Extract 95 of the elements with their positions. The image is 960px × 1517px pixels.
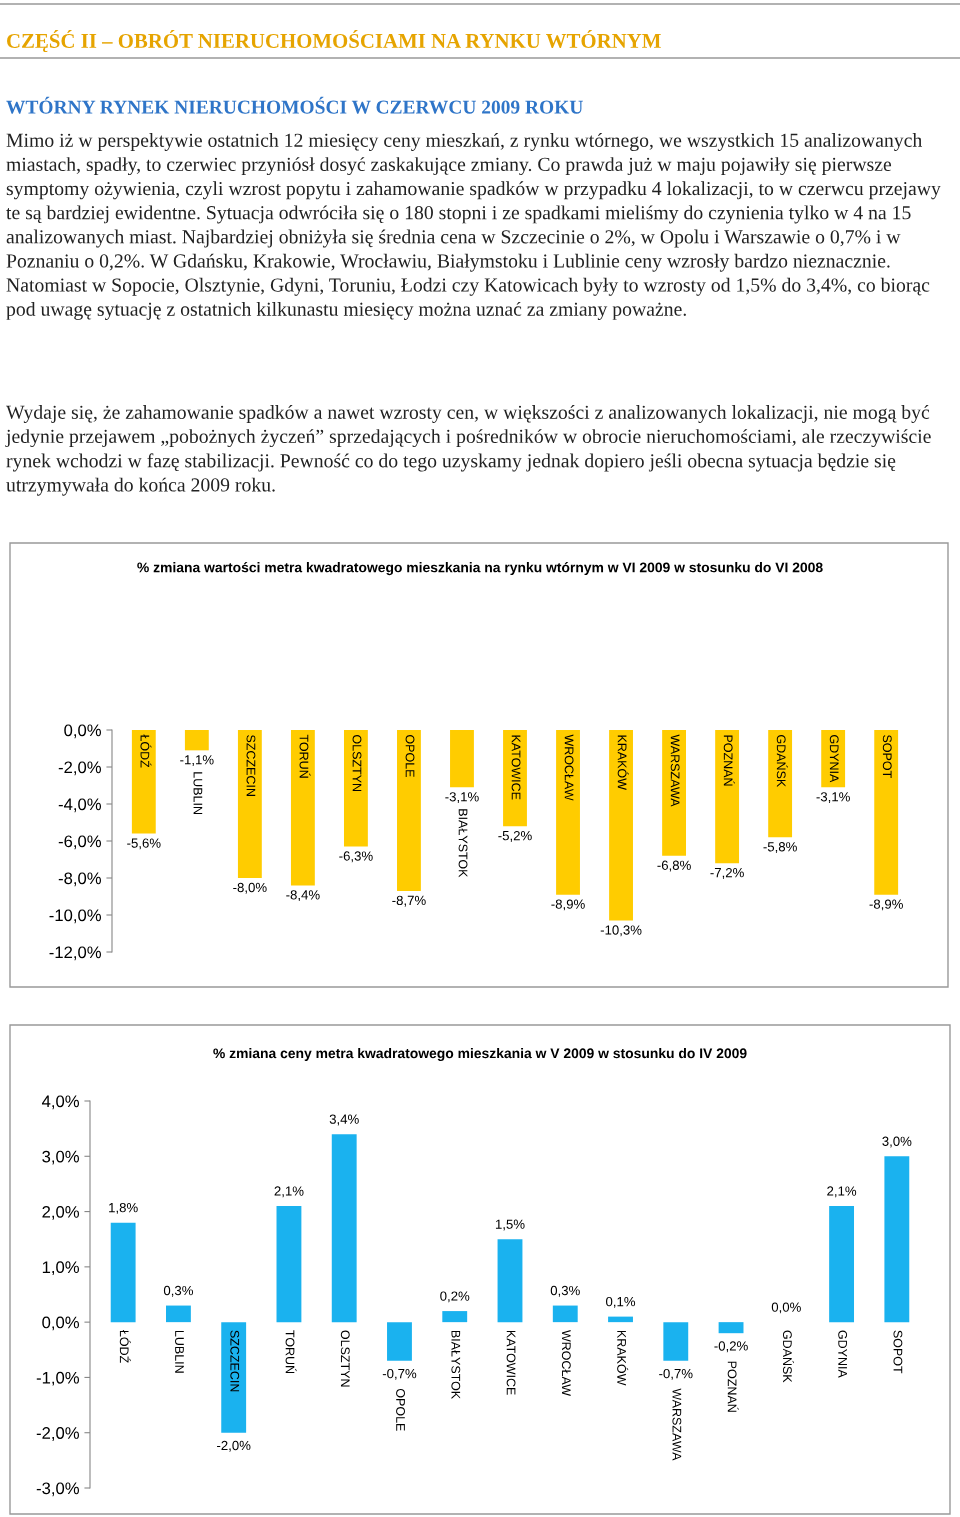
- text: Wydaje się, że zahamowanie spadków a nawet wzrosty cen, w większości z analizowanych lokalizacji, nie mogą być jedynie przejawem „pobożnych życzeń” sprzedających i pośredników w obrocie nieruchomościami, ale rzeczywiście rynek wchodzi w fazę stabilizacji. Pewność co do tego uzyskamy jednak dopiero jeśli obecna sytuacja będzie się utrzymywała do końca 2009 roku.: [5, 405, 931, 496]
- data-label: -8,0%: [233, 882, 267, 894]
- data-label: -3,1%: [445, 792, 479, 804]
- y-tick-label: 0,0%: [64, 724, 101, 739]
- text: WTÓRNY RYNEK NIERUCHOMOŚCI W CZERWCU 2009 ROKU: [6, 96, 583, 114]
- x-tick-label: ŁÓDŹ: [119, 1330, 131, 1363]
- data-label: 0,2%: [440, 1291, 470, 1303]
- y-tick-label: 0,0%: [42, 1316, 79, 1331]
- data-label: -0,7%: [659, 1368, 693, 1380]
- x-tick-label: KRAKÓW: [617, 735, 629, 790]
- x-tick-label: OPOLE: [405, 735, 415, 777]
- data-label: 3,4%: [329, 1114, 359, 1126]
- data-label: -0,7%: [382, 1368, 417, 1380]
- x-tick-label: BIAŁYSTOK: [458, 809, 468, 878]
- x-tick-label: TORUŃ: [299, 734, 311, 778]
- bar: [442, 1311, 468, 1323]
- data-label: 1,5%: [495, 1219, 525, 1231]
- x-tick-label: GDYNIA: [838, 1330, 848, 1378]
- data-label: -5,8%: [763, 842, 797, 853]
- data-label: -7,2%: [710, 867, 744, 879]
- text: CZĘŚĆ II – OBRÓT NIERUCHOMOŚCIAMI NA RYNKU WTÓRNYM: [7, 29, 661, 53]
- data-label: 0,0%: [771, 1302, 801, 1314]
- y-tick-label: 3,0%: [42, 1150, 79, 1165]
- x-tick-label: ŁÓDŹ: [140, 734, 152, 768]
- x-tick-label: LUBLIN: [193, 772, 203, 814]
- bar: [497, 1239, 523, 1323]
- data-label: 1,8%: [109, 1202, 138, 1214]
- data-label: -2,0%: [217, 1440, 251, 1452]
- bar: [552, 1305, 578, 1323]
- chart-title: % zmiana wartości metra kwadratowego mieszkania na rynku wtórnym w VI 2009 w stosunku do VI 2008: [137, 562, 823, 576]
- x-tick-label: GDAŃSK: [776, 735, 788, 788]
- bar: [718, 1322, 744, 1334]
- data-label: 2,1%: [274, 1186, 304, 1198]
- x-tick-label: POZNAŃ: [727, 1361, 739, 1412]
- bar: [331, 1134, 357, 1323]
- bar: [165, 1305, 191, 1323]
- data-label: 3,0%: [882, 1136, 912, 1148]
- bar: [608, 1316, 633, 1323]
- x-tick-label: SZCZECIN: [246, 735, 256, 796]
- data-label: 0,3%: [550, 1285, 580, 1297]
- text: Mimo iż w perspektywie ostatnich 12 miesięcy ceny mieszkań, z rynku wtórnego, we wszystkich 15 analizowanych miastach, spadły, to czerwiec przyniósł dosyć zaskakujące zmiany. Co prawda już w maju pojawiły się pierwsze symptomy ożywienia, czyli wzrost popytu i zahamowanie spadków w przypadku 4 lokalizacji, to w czerwcu przejawy te są bardziej ewidentne. Sytuacja odwróciła się o 180 stopni i ze spadkami mieliśmy do czynienia tylko w 4 na 15 analizowanych miast. Najbardziej obniżyła się średnia cena w Szczecinie o 2%, w Opolu i Warszawie o 0,7% i w Poznaniu o 0,2%. W Gdańsku, Krakowie, Wrocławiu, Białymstoku i Lublinie ceny wzrosły bardzo nieznacznie. Natomiast w Sopocie, Olsztynie, Gdyni, Toruniu, Łodzi czy Katowicach były to wzrosty od 1,5% do 3,4%, co biorąc pod uwagę sytuację z ostatnich kilkunastu miesięcy można uznać za zmiany poważne.: [6, 133, 941, 320]
- y-tick-label: 4,0%: [41, 1095, 79, 1110]
- bar: [663, 1322, 689, 1361]
- data-label: 0,1%: [606, 1296, 636, 1308]
- x-tick-label: SOPOT: [893, 1330, 903, 1374]
- x-tick-label: WROCŁAW: [564, 734, 574, 801]
- data-label: -8,9%: [551, 899, 585, 911]
- data-label: 2,1%: [827, 1186, 857, 1198]
- x-tick-label: GDAŃSK: [782, 1330, 794, 1383]
- x-tick-label: SOPOT: [882, 735, 892, 778]
- y-tick-label: 1,0%: [42, 1261, 79, 1276]
- x-tick-label: SZCZECIN: [230, 1330, 240, 1392]
- bar: [221, 1322, 247, 1433]
- x-tick-label: OPOLE: [396, 1388, 405, 1431]
- data-label: -8,4%: [286, 890, 320, 902]
- x-tick-label: KATOWICE: [511, 735, 521, 800]
- x-tick-label: BIAŁYSTOK: [451, 1330, 461, 1399]
- data-label: -1,1%: [180, 755, 214, 767]
- x-tick-label: KRAKÓW: [617, 1330, 629, 1386]
- data-label: -5,2%: [498, 830, 532, 842]
- data-label: -3,1%: [816, 792, 850, 804]
- bar: [884, 1156, 910, 1323]
- data-label: -6,8%: [657, 860, 691, 872]
- x-tick-label: WARSZAWA: [670, 734, 680, 807]
- bar: [110, 1222, 136, 1323]
- x-tick-label: GDYNIA: [829, 735, 839, 783]
- data-label: -8,9%: [869, 899, 903, 911]
- data-label: -0,2%: [714, 1341, 748, 1353]
- x-tick-label: KATOWICE: [506, 1330, 516, 1395]
- data-label: -6,3%: [339, 851, 373, 863]
- data-label: -8,7%: [392, 895, 426, 907]
- x-tick-label: TORUŃ: [285, 1330, 297, 1374]
- x-tick-label: LUBLIN: [175, 1330, 184, 1373]
- y-tick-label: -1,0%: [36, 1371, 79, 1386]
- bar: [829, 1206, 855, 1323]
- x-tick-label: POZNAŃ: [723, 735, 735, 786]
- chart-title: % zmiana ceny metra kwadratowego mieszkania w V 2009 w stosunku do IV 2009: [213, 1048, 747, 1062]
- bar: [387, 1322, 412, 1361]
- y-tick-label: -12,0%: [49, 946, 101, 961]
- x-tick-label: WROCŁAW: [561, 1329, 571, 1397]
- y-tick-label: -4,0%: [58, 798, 101, 813]
- y-tick-label: -6,0%: [58, 835, 101, 850]
- bar: [276, 1206, 302, 1323]
- y-tick-label: -8,0%: [58, 872, 101, 887]
- data-label: -10,3%: [600, 925, 642, 937]
- y-tick-label: -10,0%: [49, 909, 101, 924]
- y-tick-label: -3,0%: [36, 1482, 79, 1497]
- data-label: 0,3%: [163, 1285, 193, 1297]
- data-label: -5,6%: [127, 838, 161, 850]
- x-tick-label: OLSZTYN: [340, 1330, 350, 1387]
- y-tick-label: -2,0%: [36, 1427, 79, 1441]
- x-tick-label: WARSZAWA: [672, 1388, 682, 1461]
- x-tick-label: OLSZTYN: [352, 735, 362, 792]
- y-tick-label: 2,0%: [42, 1205, 79, 1220]
- y-tick-label: -2,0%: [58, 761, 101, 776]
